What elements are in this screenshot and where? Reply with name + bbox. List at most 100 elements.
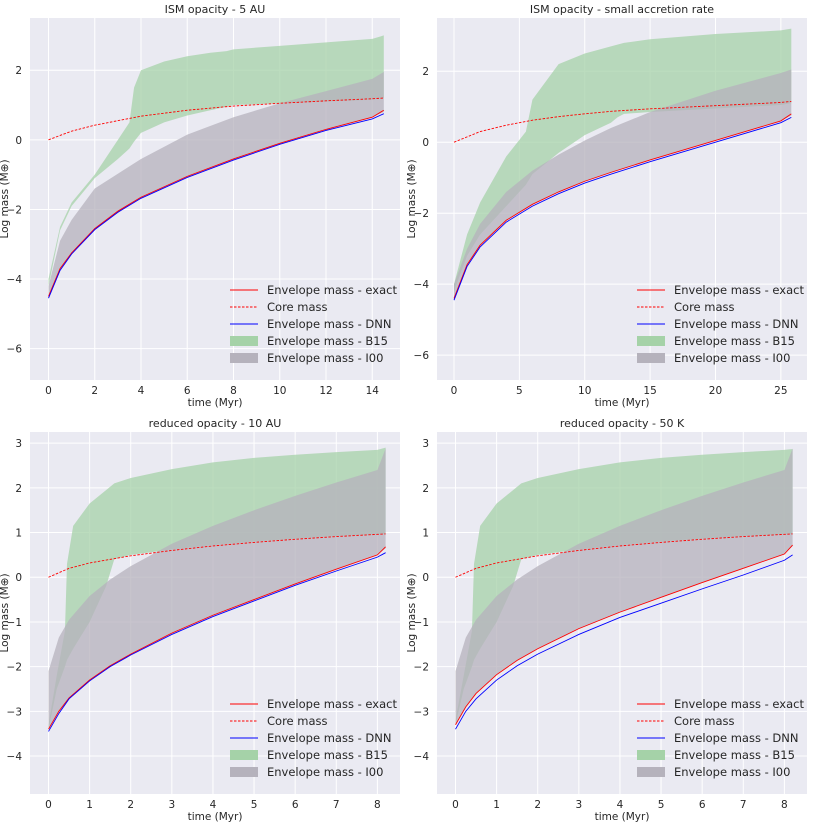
legend-label: Envelope mass - I00 <box>674 765 790 779</box>
plot-series <box>48 35 385 299</box>
legend-item: Envelope mass - I00 <box>637 765 790 779</box>
y-axis-label: Log mass (M⊕) <box>0 159 11 238</box>
legend-swatch <box>637 336 665 346</box>
chart-title: reduced opacity - 10 AU <box>149 417 282 430</box>
x-tick-label: 3 <box>575 799 582 811</box>
legend-label: Envelope mass - I00 <box>267 351 383 365</box>
legend-item: Envelope mass - I00 <box>637 351 790 365</box>
legend-label: Envelope mass - B15 <box>674 748 795 762</box>
line-core-mass <box>455 533 793 578</box>
x-tick-label: 14 <box>366 385 380 397</box>
chart-title: ISM opacity - 5 AU <box>165 3 266 16</box>
legend: Envelope mass - exact Core mass Envelope m… <box>230 697 397 779</box>
legend-swatch <box>637 767 665 777</box>
legend-label: Core mass <box>267 300 328 314</box>
legend-item: Core mass <box>230 300 328 314</box>
x-tick-label: 0 <box>451 385 458 397</box>
legend-label: Core mass <box>674 714 735 728</box>
legend-label: Envelope mass - DNN <box>267 731 391 745</box>
y-tick-label: −4 <box>414 279 430 291</box>
legend-label: Core mass <box>674 300 735 314</box>
y-tick-label: 0 <box>422 137 429 149</box>
legend-item: Envelope mass - exact <box>230 283 397 297</box>
panel-reduced-opacity-50k: 0 1 2 3 4 5 6 7 8 −4 −3 −2 −1 0 1 2 3 reduced opacity - 5… <box>406 417 807 822</box>
legend-label: Envelope mass - exact <box>674 697 804 711</box>
x-tick-label: 7 <box>333 799 340 811</box>
x-tick-label: 7 <box>740 799 747 811</box>
chart-title: ISM opacity - small accretion rate <box>530 3 714 16</box>
legend-label: Envelope mass - exact <box>267 283 397 297</box>
legend-label: Envelope mass - DNN <box>674 731 798 745</box>
legend-swatch <box>230 353 258 363</box>
x-tick-label: 5 <box>516 385 523 397</box>
legend-label: Envelope mass - exact <box>267 697 397 711</box>
y-axis-label: Log mass (M⊕) <box>0 573 11 652</box>
y-tick-label: −3 <box>414 706 429 718</box>
y-tick-label: 1 <box>15 528 22 540</box>
x-axis-label: time (Myr) <box>188 397 243 409</box>
legend-label: Envelope mass - DNN <box>267 317 391 331</box>
y-tick-label: 3 <box>15 438 22 450</box>
x-tick-label: 8 <box>781 799 788 811</box>
x-tick-label: 1 <box>493 799 500 811</box>
line-envelope-mass-exact <box>455 544 793 725</box>
panel-ism-opacity-small-accretion-rate: 0 5 10 15 20 25 −6 −4 −2 0 2 ISM opacity - small ac… <box>406 3 807 409</box>
x-tick-label: 10 <box>578 385 591 397</box>
x-axis-label: time (Myr) <box>188 811 243 822</box>
x-axis-label: time (Myr) <box>595 811 650 822</box>
x-tick-label: 2 <box>534 799 541 811</box>
line-envelope-mass-dnn <box>453 116 792 301</box>
y-tick-label: 1 <box>422 528 429 540</box>
y-tick-label: −4 <box>414 751 430 763</box>
panel-reduced-opacity-10au: 0 1 2 3 4 5 6 7 8 −4 −3 −2 −1 0 1 2 3 reduced opacity - 1… <box>0 417 400 822</box>
x-tick-label: 12 <box>319 385 332 397</box>
y-tick-label: 2 <box>15 65 22 77</box>
line-envelope-mass-exact <box>48 546 386 730</box>
legend: Envelope mass - exact Core mass Envelope m… <box>637 283 804 365</box>
band-envelope-mass-i00 <box>48 71 384 297</box>
legend-item: Envelope mass - exact <box>637 283 804 297</box>
x-tick-label: 4 <box>210 799 217 811</box>
x-tick-label: 20 <box>709 385 722 397</box>
band-envelope-mass-i00 <box>455 448 793 725</box>
x-tick-label: 10 <box>273 385 286 397</box>
legend-label: Envelope mass - B15 <box>267 748 388 762</box>
x-tick-label: 25 <box>774 385 787 397</box>
y-tick-label: −4 <box>7 274 23 286</box>
y-tick-label: 0 <box>15 572 22 584</box>
x-tick-label: 5 <box>658 799 665 811</box>
x-tick-label: 1 <box>86 799 93 811</box>
y-tick-label: 2 <box>15 483 22 495</box>
y-tick-label: −6 <box>7 344 23 356</box>
x-tick-label: 4 <box>138 385 145 397</box>
legend-swatch <box>637 353 665 363</box>
panel-ism-opacity-5au: 0 2 4 6 8 10 12 14 −6 −4 −2 0 2 ISM opacity - 5 AU tim… <box>0 3 400 409</box>
legend-item: Envelope mass - DNN <box>230 317 391 331</box>
y-tick-label: −1 <box>7 617 22 629</box>
y-tick-label: −2 <box>414 662 429 674</box>
legend: Envelope mass - exact Core mass Envelope m… <box>230 283 397 365</box>
x-tick-label: 6 <box>699 799 706 811</box>
x-tick-label: 6 <box>292 799 299 811</box>
y-tick-label: −1 <box>414 617 429 629</box>
legend-label: Envelope mass - exact <box>674 283 804 297</box>
legend-item: Core mass <box>637 300 735 314</box>
y-tick-label: −3 <box>7 706 22 718</box>
y-tick-label: 3 <box>422 438 429 450</box>
plot-series <box>48 447 386 732</box>
legend-item: Envelope mass - DNN <box>230 731 391 745</box>
x-axis-label: time (Myr) <box>595 397 650 409</box>
legend-item: Envelope mass - exact <box>637 697 804 711</box>
legend-swatch <box>230 750 258 760</box>
y-tick-label: 0 <box>15 135 22 147</box>
legend-item: Envelope mass - I00 <box>230 765 383 779</box>
legend-item: Envelope mass - DNN <box>637 317 798 331</box>
x-tick-label: 0 <box>45 385 52 397</box>
x-tick-label: 2 <box>127 799 134 811</box>
y-tick-label: −2 <box>414 208 429 220</box>
x-tick-label: 8 <box>230 385 237 397</box>
legend-item: Envelope mass - I00 <box>230 351 383 365</box>
plot-series <box>453 28 792 301</box>
legend: Envelope mass - exact Core mass Envelope m… <box>637 697 804 779</box>
